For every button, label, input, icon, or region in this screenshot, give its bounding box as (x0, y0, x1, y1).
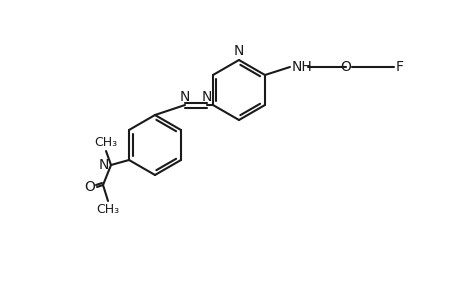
Text: O: O (84, 180, 95, 194)
Text: O: O (340, 60, 351, 74)
Text: N: N (233, 44, 244, 58)
Text: N: N (179, 90, 190, 104)
Text: CH₃: CH₃ (96, 203, 119, 216)
Text: NH: NH (291, 60, 312, 74)
Text: F: F (395, 60, 403, 74)
Text: N: N (202, 90, 212, 104)
Text: N: N (98, 158, 109, 172)
Text: CH₃: CH₃ (94, 136, 118, 149)
